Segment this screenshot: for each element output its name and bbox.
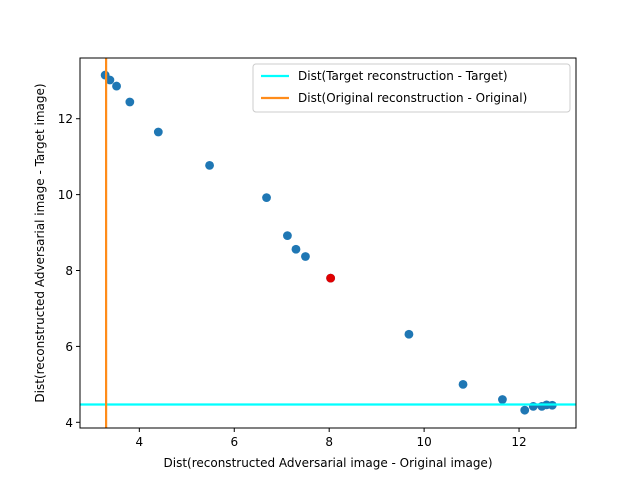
data-point-5 xyxy=(205,160,214,170)
axes-frame xyxy=(79,57,577,429)
data-point-6 xyxy=(262,193,271,203)
y-tick-label-4: 4 xyxy=(65,416,73,430)
highlight-point xyxy=(326,273,336,283)
data-point-11 xyxy=(404,329,414,339)
legend-box xyxy=(252,63,571,113)
x-tick-label-12: 12 xyxy=(511,435,526,449)
data-point-12 xyxy=(458,379,468,389)
y-tick-label-6: 6 xyxy=(65,340,73,354)
x-tick-label-6: 6 xyxy=(230,435,238,449)
plot-area xyxy=(80,58,576,428)
x-tick-label-8: 8 xyxy=(325,435,333,449)
data-point-15 xyxy=(528,401,538,411)
data-point-2 xyxy=(112,81,121,91)
data-point-3 xyxy=(125,97,135,107)
y-axis-ticks: 4 6 8 10 12 xyxy=(58,112,80,430)
y-tick-label-12: 12 xyxy=(58,112,73,126)
y-tick-label-10: 10 xyxy=(58,188,73,202)
x-tick-label-4: 4 xyxy=(136,435,144,449)
data-point-7 xyxy=(283,231,292,241)
y-axis-label: Dist(reconstructed Adversarial image - T… xyxy=(33,83,47,402)
data-point-1 xyxy=(105,75,115,85)
data-point-9 xyxy=(301,252,310,261)
legend-label-original: Dist(Original reconstruction - Original) xyxy=(298,91,527,105)
legend: Dist(Target reconstruction - Target) Dis… xyxy=(252,63,571,113)
data-point-14 xyxy=(520,405,530,415)
y-tick-label-8: 8 xyxy=(65,264,73,278)
data-point-13 xyxy=(498,395,507,404)
legend-label-target: Dist(Target reconstruction - Target) xyxy=(298,69,508,83)
data-point-4 xyxy=(153,127,163,137)
x-tick-label-10: 10 xyxy=(416,435,431,449)
data-point-8 xyxy=(291,244,301,254)
x-axis-label: Dist(reconstructed Adversarial image - O… xyxy=(164,456,493,470)
x-axis-ticks: 4 6 8 10 12 xyxy=(136,428,527,449)
